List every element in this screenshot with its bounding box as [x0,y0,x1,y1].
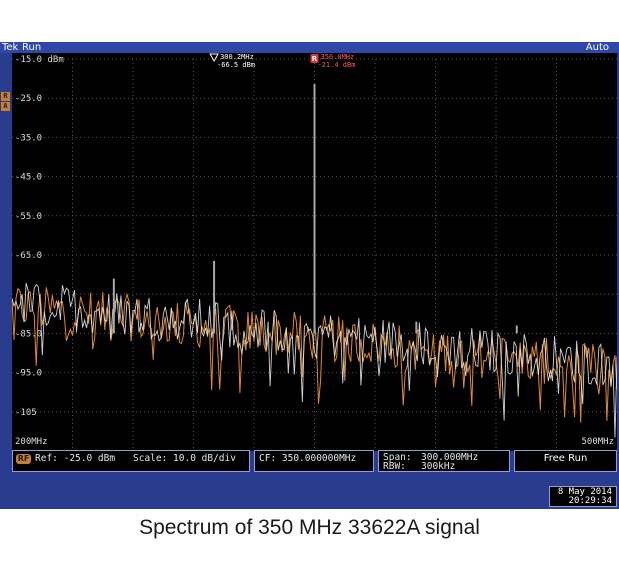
center-frequency-panel[interactable]: CF: 350.000000MHz [254,450,374,472]
marker-level: -21.4 dBm [318,61,356,69]
y-tick-label: -35.0 [15,133,42,143]
reference-marker-icon [310,54,319,63]
time-label: 20:29:34 [568,496,612,506]
date-label: 8 May 2014 [557,487,612,497]
side-tags: R A [1,92,10,112]
reference-marker-letter: R [312,55,318,63]
run-status[interactable]: Run [22,42,42,53]
trace-series-2 [11,282,618,438]
analyzer-display: Tek Run Auto R A -15.0 dBm -25.0 -35.0 -45.… [0,42,619,509]
vertical-scale: Scale: 10.0 dB/div [133,453,236,464]
reference-panel[interactable]: RF Ref: -25.0 dBm Scale: 10.0 dB/div [12,450,250,472]
rbw-value: 300kHz [421,461,456,472]
y-tick-label: -65.0 [15,251,42,261]
start-frequency-label: 200MHz [15,437,48,447]
trigger-mode[interactable]: Auto [585,42,609,53]
settings-bar: RF Ref: -25.0 dBm Scale: 10.0 dB/div CF:… [12,450,617,472]
reference-level: Ref: -25.0 dBm [35,453,116,464]
rbw-label: RBW: [383,461,406,472]
span-rbw-panel[interactable]: Span: 300.000MHz RBW: 300kHz [378,450,510,472]
frequency-axis: 200MHz 500MHz [12,437,617,450]
side-tag-r: R [1,92,10,101]
span-label: Span: [383,452,412,463]
status-bar-top: Tek Run Auto [0,42,619,53]
spectrum-chart: -15.0 dBm -25.0 -35.0 -45.0 -55.0 -65.0 -85.0 -… [11,53,618,451]
acquisition-mode: Free Run [543,453,588,464]
stop-frequency-label: 500MHz [581,437,614,447]
y-tick-label: -15.0 dBm [15,55,64,65]
y-tick-label: -85.0 [15,329,42,339]
y-tick-label: -25.0 [15,94,42,104]
rf-badge: RF [16,454,31,464]
y-tick-label: -55.0 [15,212,42,222]
y-tick-label: -105 [15,408,37,418]
brand-label: Tek [2,42,19,53]
y-tick-label: -95.0 [15,369,42,379]
spectrum-screen: -15.0 dBm -25.0 -35.0 -45.0 -55.0 -65.0 -85.0 -… [11,53,618,451]
datetime-panel: 8 May 2014 20:29:34 [549,486,617,507]
side-tag-a: A [1,102,10,111]
marker-frequency: 350.0MHz [321,53,355,61]
y-tick-label: -45.0 [15,173,42,183]
figure-caption: Spectrum of 350 MHz 33622A signal [139,516,480,539]
span-value: 300.000MHz [421,452,479,463]
marker-frequency: 300.2MHz [220,53,254,61]
marker-triangle-icon [209,53,219,63]
acquisition-mode-panel[interactable]: Free Run [514,450,617,472]
marker-level: -66.5 dBm [217,61,255,69]
center-frequency: CF: 350.000000MHz [259,453,357,464]
